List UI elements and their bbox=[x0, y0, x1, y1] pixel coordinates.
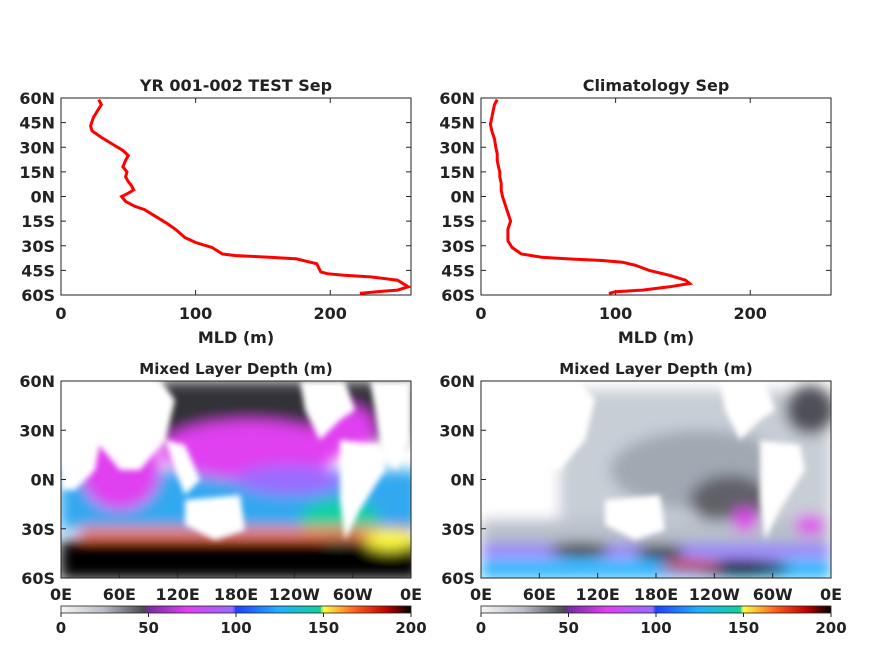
x-tick-label: 100 bbox=[179, 304, 212, 323]
map-y-tick-label: 60N bbox=[19, 372, 55, 391]
profile-plot-test: YR 001-002 TEST Sep 60N 45N 30N 15N 0N 15S 30S… bbox=[19, 76, 412, 347]
mld-map-climatology: Mixed Layer Depth (m) bbox=[439, 360, 846, 637]
colorbar-tick-label: 150 bbox=[728, 619, 759, 637]
y-tick-label: 60S bbox=[21, 286, 55, 305]
y-tick-label: 45S bbox=[441, 261, 475, 280]
map-field bbox=[481, 381, 831, 578]
y-tick-label: 15S bbox=[441, 212, 475, 231]
map-y-tick-label: 0N bbox=[450, 471, 475, 490]
y-tick-label: 0N bbox=[450, 188, 475, 207]
map-y-tick-label: 30N bbox=[439, 421, 475, 440]
y-tick-label: 15N bbox=[439, 163, 475, 182]
x-tick-label: 100 bbox=[599, 304, 632, 323]
colorbar bbox=[60, 605, 412, 614]
y-tick-label: 30N bbox=[439, 138, 475, 157]
y-tick-label: 0N bbox=[30, 188, 55, 207]
colorbar-tick-label: 0 bbox=[56, 619, 66, 637]
y-tick-label: 60N bbox=[439, 89, 475, 108]
map-x-tick-label: 120E bbox=[156, 585, 200, 604]
colorbar-tick-label: 0 bbox=[476, 619, 486, 637]
colorbar-tick-label: 100 bbox=[220, 619, 251, 637]
land-masses bbox=[61, 381, 411, 540]
plot-axes-frame bbox=[60, 97, 412, 296]
profile-plot-climatology: Climatology Sep 60N45N30N15N0N15S30S45S6… bbox=[439, 76, 832, 347]
map-x-tick-label: 0E bbox=[820, 585, 842, 604]
map-y-tick-label: 30S bbox=[21, 520, 55, 539]
map-x-tick-label: 60E bbox=[103, 585, 136, 604]
land-masses bbox=[481, 381, 805, 540]
map-x-tick-label: 60E bbox=[523, 585, 556, 604]
colorbar-ticks: 0 50 100 150 200 bbox=[476, 613, 847, 637]
colorbar bbox=[480, 605, 832, 614]
map-title: Mixed Layer Depth (m) bbox=[559, 360, 752, 378]
x-axis-label: MLD (m) bbox=[198, 328, 274, 347]
map-y-tick-label: 30S bbox=[441, 520, 475, 539]
map-y-tick-label: 60S bbox=[441, 569, 475, 588]
x-tick-label: 200 bbox=[314, 304, 347, 323]
map-x-tick-label: 120E bbox=[576, 585, 620, 604]
map-y-tick-label: 60N bbox=[439, 372, 475, 391]
colorbar-tick-label: 100 bbox=[640, 619, 671, 637]
y-tick-label: 30S bbox=[21, 237, 55, 256]
y-tick-label: 45N bbox=[439, 114, 475, 133]
colorbar-ticks: 0 50 100 150 200 bbox=[56, 613, 427, 637]
map-x-tick-label: 180E bbox=[634, 585, 678, 604]
map-x-tick-label: 60W bbox=[333, 585, 373, 604]
map-x-tick-label: 0E bbox=[50, 585, 72, 604]
colorbar-tick-label: 50 bbox=[138, 619, 159, 637]
plot-title: YR 001-002 TEST Sep bbox=[139, 76, 332, 95]
colorbar-tick-label: 200 bbox=[815, 619, 846, 637]
colorbar-tick-label: 150 bbox=[308, 619, 339, 637]
map-x-tick-label: 0E bbox=[470, 585, 492, 604]
colorbar-tick-label: 50 bbox=[558, 619, 579, 637]
y-tick-label: 60N bbox=[19, 89, 55, 108]
y-tick-label: 30S bbox=[441, 237, 475, 256]
series-line bbox=[488, 98, 694, 295]
plot-title: Climatology Sep bbox=[583, 76, 730, 95]
map-x-tick-label: 60W bbox=[753, 585, 793, 604]
x-tick-label: 200 bbox=[734, 304, 767, 323]
x-tick-label: 0 bbox=[55, 304, 66, 323]
series-line bbox=[89, 98, 412, 295]
x-tick-label: 0 bbox=[475, 304, 486, 323]
map-field bbox=[61, 381, 411, 578]
map-y-tick-label: 0N bbox=[30, 471, 55, 490]
map-x-tick-label: 180E bbox=[214, 585, 258, 604]
plot-axes-frame bbox=[480, 97, 832, 296]
mld-map-test: Mixed Layer Depth (m) bbox=[19, 360, 426, 637]
y-tick-label: 60S bbox=[441, 286, 475, 305]
y-tick-label: 45S bbox=[21, 261, 55, 280]
map-x-tick-label: 0E bbox=[400, 585, 422, 604]
y-tick-label: 15S bbox=[21, 212, 55, 231]
y-tick-label: 45N bbox=[19, 114, 55, 133]
y-tick-label: 15N bbox=[19, 163, 55, 182]
x-axis-label: MLD (m) bbox=[618, 328, 694, 347]
map-y-tick-label: 30N bbox=[19, 421, 55, 440]
colorbar-tick-label: 200 bbox=[395, 619, 426, 637]
y-tick-label: 30N bbox=[19, 138, 55, 157]
map-x-tick-label: 120W bbox=[269, 585, 320, 604]
map-x-tick-label: 120W bbox=[689, 585, 740, 604]
map-title: Mixed Layer Depth (m) bbox=[139, 360, 332, 378]
map-y-tick-label: 60S bbox=[21, 569, 55, 588]
